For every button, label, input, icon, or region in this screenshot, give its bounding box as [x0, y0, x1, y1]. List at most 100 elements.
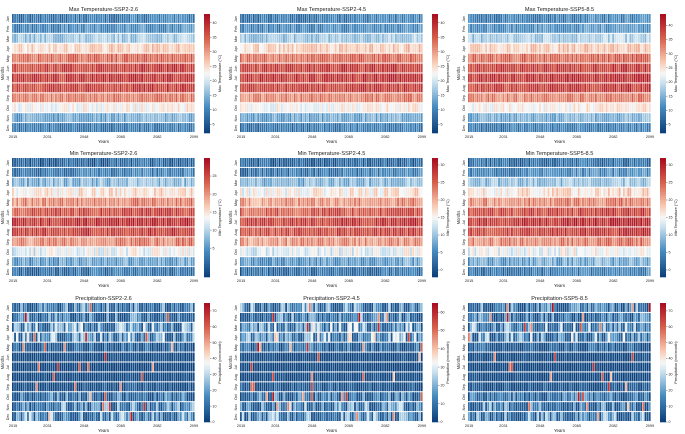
heatmap-cell: [147, 247, 150, 257]
heatmap-cell: [63, 197, 66, 207]
heatmap-cell: [106, 103, 109, 113]
heatmap-cell: [375, 123, 378, 132]
heatmap-cell: [498, 93, 500, 103]
heatmap-cell: [388, 103, 391, 113]
heatmap-cell: [379, 207, 382, 217]
heatmap-cell: [80, 227, 83, 237]
heatmap-cell: [487, 63, 490, 73]
heatmap-cell: [265, 83, 268, 93]
heatmap-cell: [123, 167, 126, 177]
heatmap-cell: [323, 73, 326, 83]
heatmap-cell: [72, 217, 75, 227]
heatmap-cell: [562, 93, 565, 103]
heatmap-cell: [392, 123, 395, 132]
heatmap-cell: [319, 14, 322, 23]
heatmap-cell: [317, 103, 320, 113]
heatmap-cell: [147, 63, 150, 73]
heatmap-cell: [184, 83, 187, 93]
year-tick-label: 2082: [381, 135, 389, 139]
heatmap-cell: [474, 73, 477, 83]
heatmap-cell: [20, 267, 23, 276]
heatmap-cell: [154, 123, 156, 132]
heatmap-cell: [379, 158, 382, 167]
heatmap-cell: [104, 43, 107, 53]
heatmap-cell: [175, 123, 178, 132]
heatmap-cell: [399, 207, 402, 217]
heatmap-cell: [545, 103, 548, 113]
heatmap-cell: [418, 73, 421, 83]
colorbar-segment: [432, 69, 438, 72]
heatmap-cell: [536, 83, 539, 93]
heatmap-cell: [240, 217, 242, 227]
heatmap-cell: [334, 53, 337, 63]
heatmap-cell: [319, 33, 322, 43]
heatmap-cell: [597, 73, 599, 83]
heatmap-cell: [399, 158, 402, 167]
heatmap-cell: [543, 103, 546, 113]
heatmap-cells: [240, 158, 423, 276]
heatmap-cell: [134, 33, 137, 43]
heatmap-cell: [530, 63, 533, 73]
heatmap-cell: [500, 93, 503, 103]
heatmap-cell: [521, 14, 524, 23]
heatmap-cell: [631, 63, 634, 73]
heatmap-cell: [149, 167, 152, 177]
heatmap-cell: [255, 103, 257, 113]
heatmap-cell: [74, 177, 77, 187]
heatmap-cell: [390, 103, 393, 113]
heatmap-cell: [283, 43, 285, 53]
heatmap-cell: [304, 33, 307, 43]
heatmap-cell: [358, 207, 361, 217]
heatmap-cell: [319, 207, 322, 217]
heatmap-cell: [343, 43, 346, 53]
heatmap-cell: [295, 23, 298, 33]
heatmap-cell: [190, 53, 193, 63]
heatmap-cell: [328, 33, 331, 43]
heatmap-cell: [46, 83, 49, 93]
heatmap-cell: [360, 73, 363, 83]
heatmap-cell: [397, 73, 399, 83]
heatmap-cell: [91, 177, 94, 187]
heatmap-cell: [304, 83, 307, 93]
heatmap-cell: [605, 93, 608, 103]
heatmap-cell: [78, 23, 81, 33]
heatmap-cell: [595, 33, 597, 43]
heatmap-cell: [186, 83, 189, 93]
heatmap-cell: [115, 43, 118, 53]
heatmap-cell: [397, 158, 399, 167]
colorbar-segment: [660, 21, 666, 25]
heatmap-cell: [115, 267, 118, 276]
heatmap-cell: [530, 93, 533, 103]
heatmap-cell: [95, 43, 98, 53]
heatmap-cell: [289, 123, 292, 132]
year-tick-label: 2015: [9, 279, 17, 283]
heatmap-cell: [57, 93, 59, 103]
heatmap-cell: [614, 83, 617, 93]
heatmap-cell: [192, 93, 195, 103]
heatmap-cell: [141, 257, 143, 267]
heatmap-cell: [304, 177, 307, 187]
heatmap-cell: [489, 63, 492, 73]
heatmap-cell: [362, 53, 365, 63]
heatmap-cell: [627, 63, 630, 73]
heatmap-cell: [111, 247, 113, 257]
heatmap-cell: [164, 103, 167, 113]
heatmap-cell: [356, 167, 359, 177]
heatmap-cell: [326, 103, 328, 113]
heatmap-cell: [586, 123, 589, 132]
heatmap-cell: [616, 43, 619, 53]
heatmap-cell: [405, 53, 408, 63]
heatmap-cell: [167, 267, 169, 276]
heatmap-cell: [364, 53, 367, 63]
heatmap-cell: [536, 123, 539, 132]
heatmap-cell: [98, 197, 100, 207]
heatmap-cell: [169, 103, 171, 113]
heatmap-cell: [184, 113, 187, 123]
colorbar-segment: [432, 95, 438, 98]
heatmap-cell: [188, 247, 191, 257]
heatmap-cell: [369, 23, 371, 33]
heatmap-cell: [489, 23, 492, 33]
heatmap-cell: [177, 123, 180, 132]
heatmap-cells: [240, 14, 423, 132]
heatmap-cell: [642, 63, 645, 73]
